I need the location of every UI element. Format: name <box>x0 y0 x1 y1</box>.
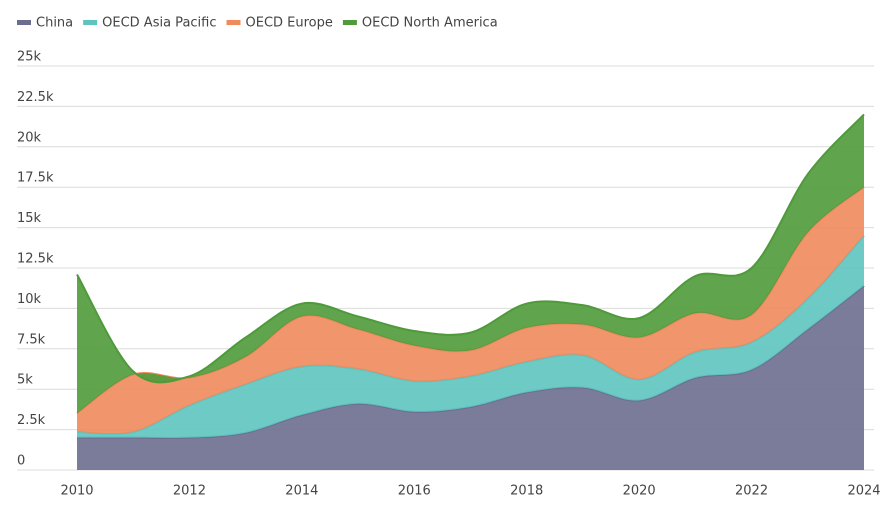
area <box>77 187 864 434</box>
legend-swatch <box>226 20 241 25</box>
y-tick-label: 0 <box>17 454 25 469</box>
legend-label: China <box>36 16 73 31</box>
y-tick-label: 10k <box>17 292 42 307</box>
y-tick-label: 7.5k <box>17 332 46 347</box>
y-tick-label: 22.5k <box>17 90 54 105</box>
x-tick-label: 2014 <box>285 484 318 499</box>
x-tick-label: 2012 <box>173 484 206 499</box>
x-tick-label: 2022 <box>735 484 768 499</box>
legend-swatch <box>17 20 31 25</box>
legend-label: OECD North America <box>362 16 498 31</box>
x-tick-label: 2024 <box>847 484 880 499</box>
y-tick-label: 25k <box>17 50 42 65</box>
legend-swatch <box>342 20 357 25</box>
area <box>77 235 864 439</box>
area <box>77 285 864 470</box>
x-tick-label: 2010 <box>60 484 93 499</box>
legend-swatch <box>83 20 98 25</box>
legend-label: OECD Europe <box>246 16 333 31</box>
area-line <box>76 113 865 384</box>
y-tick-label: 2.5k <box>17 413 46 428</box>
y-tick-label: 5k <box>17 373 33 388</box>
y-tick-label: 17.5k <box>17 171 54 186</box>
y-tick-label: 15k <box>17 211 42 226</box>
legend-label: OECD Asia Pacific <box>102 16 216 31</box>
x-tick-label: 2016 <box>398 484 431 499</box>
x-tick-label: 2018 <box>510 484 543 499</box>
y-tick-label: 20k <box>17 130 42 145</box>
y-tick-label: 12.5k <box>17 252 54 267</box>
x-tick-label: 2020 <box>623 484 656 499</box>
